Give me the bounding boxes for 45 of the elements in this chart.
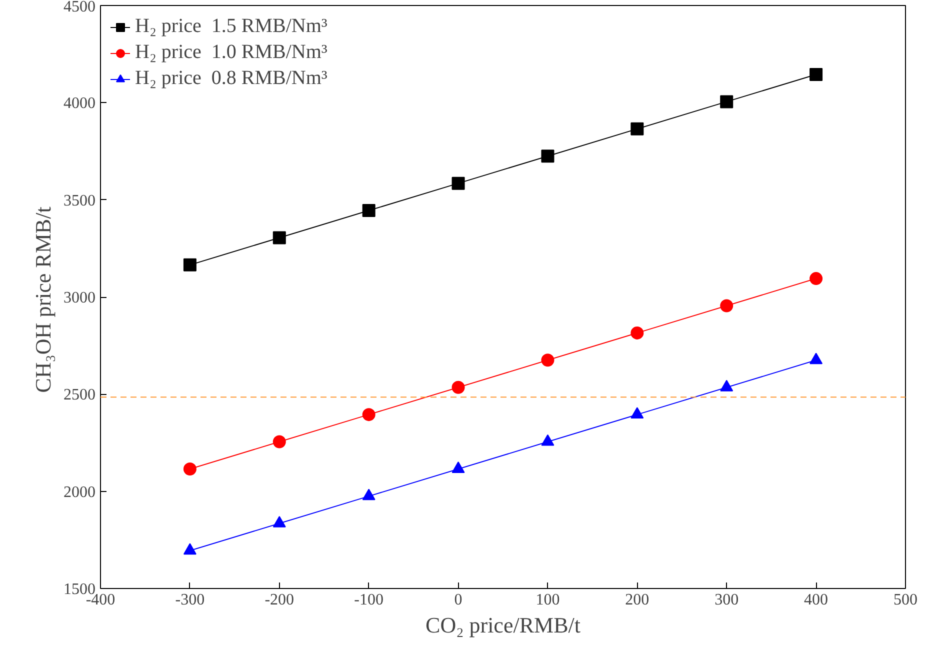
x-tick-label: 100: [536, 592, 560, 608]
point: [362, 204, 376, 218]
x-tick-label: -300: [175, 592, 205, 608]
y-tick-label: 4500: [64, 0, 96, 16]
point: [272, 435, 286, 448]
x-axis-title: CO₂ price/RMB/t: [426, 612, 580, 638]
point: [452, 176, 465, 190]
point: [630, 326, 644, 340]
point: [272, 516, 286, 528]
point: [183, 543, 196, 555]
x-tick-label: 400: [804, 592, 828, 608]
point: [541, 434, 554, 446]
point: [720, 299, 734, 312]
x-tick-label: 500: [894, 592, 918, 608]
y-axis-title: CH₃OH price RMB/t: [30, 206, 56, 393]
x-tick-label: 0: [454, 592, 462, 608]
x-tick-label: 200: [625, 592, 650, 608]
point: [272, 231, 286, 244]
point: [541, 150, 554, 163]
point: [810, 68, 823, 81]
point: [183, 258, 196, 272]
legend-label: H₂ price 0.8 RMB/Nm³: [135, 67, 328, 90]
y-tick-label: 4000: [64, 95, 96, 112]
point: [541, 354, 554, 367]
x-tick-label: 300: [714, 592, 739, 608]
point: [720, 380, 734, 392]
point: [183, 462, 196, 476]
point: [452, 380, 465, 394]
point: [630, 122, 644, 136]
x-tick-label: -200: [264, 592, 294, 608]
x-tick-label: -100: [354, 592, 384, 608]
point: [810, 272, 823, 286]
y-tick-label: 2000: [64, 484, 96, 501]
point: [630, 407, 644, 419]
point: [452, 462, 465, 473]
point: [810, 352, 823, 364]
y-tick-label: 2500: [64, 386, 96, 404]
y-tick-label: 1500: [64, 581, 96, 598]
point: [720, 95, 734, 108]
y-tick-label: 3000: [64, 290, 96, 306]
y-tick-label: 3500: [64, 192, 96, 210]
legend-label: H₂ price 1.5 RMB/Nm³: [135, 15, 328, 38]
point: [362, 488, 376, 500]
legend-label: H₂ price 1.0 RMB/Nm³: [135, 41, 328, 64]
point: [362, 408, 376, 422]
